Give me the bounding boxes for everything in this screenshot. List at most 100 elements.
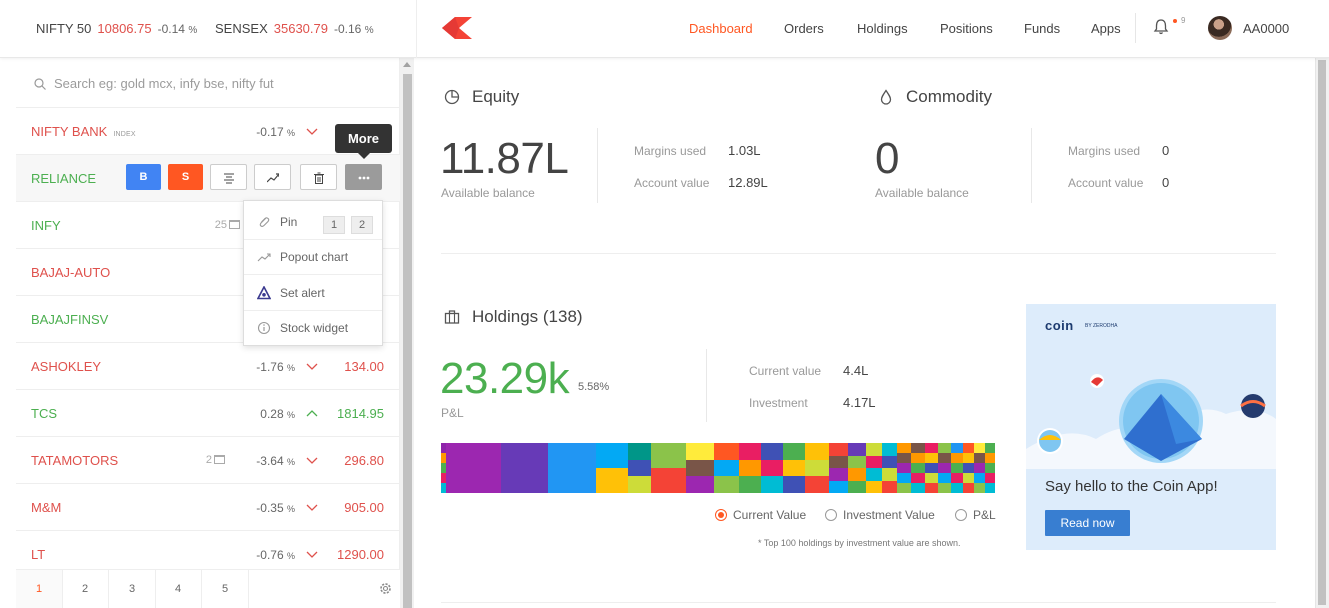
treemap-cell[interactable] xyxy=(911,473,925,483)
menu-item-set-alert[interactable]: Set alert xyxy=(244,275,382,311)
tab-watchlist-1[interactable]: 1 xyxy=(16,570,63,608)
index-sensex[interactable]: SENSEX 35630.79 -0.16 % xyxy=(215,21,374,36)
treemap-cell[interactable] xyxy=(974,453,985,463)
index-nifty[interactable]: NIFTY 50 10806.75 -0.14 % xyxy=(36,21,197,36)
watchlist-row[interactable]: INFY 25 xyxy=(16,202,400,249)
treemap-cell[interactable] xyxy=(985,483,995,493)
treemap-cell[interactable] xyxy=(866,480,882,493)
treemap-cell[interactable] xyxy=(805,443,829,460)
treemap-cell[interactable] xyxy=(938,463,951,473)
treemap-cell[interactable] xyxy=(911,463,925,473)
tab-watchlist-4[interactable]: 4 xyxy=(155,570,202,608)
legend-pnl[interactable]: P&L xyxy=(955,508,996,522)
treemap-cell[interactable] xyxy=(686,459,714,477)
watchlist-row[interactable]: TCS 0.28 % 1814.95 xyxy=(16,390,400,437)
treemap-cell[interactable] xyxy=(651,443,686,468)
treemap-cell[interactable] xyxy=(805,476,829,493)
treemap-cell[interactable] xyxy=(628,459,651,477)
treemap-cell[interactable] xyxy=(951,483,963,493)
treemap-cell[interactable] xyxy=(866,468,882,481)
avatar[interactable] xyxy=(1208,16,1232,40)
treemap-cell[interactable] xyxy=(963,443,974,453)
treemap-cell[interactable] xyxy=(761,459,783,477)
treemap-cell[interactable] xyxy=(441,473,446,483)
treemap-cell[interactable] xyxy=(974,473,985,483)
treemap-cell[interactable] xyxy=(596,443,628,468)
treemap-cell[interactable] xyxy=(985,463,995,473)
holdings-treemap[interactable] xyxy=(441,443,995,493)
treemap-cell[interactable] xyxy=(951,473,963,483)
tab-watchlist-3[interactable]: 3 xyxy=(109,570,156,608)
tab-watchlist-2[interactable]: 2 xyxy=(62,570,109,608)
menu-item-popout-chart[interactable]: Popout chart xyxy=(244,239,382,275)
treemap-cell[interactable] xyxy=(911,443,925,453)
treemap-cell[interactable] xyxy=(866,455,882,468)
treemap-cell[interactable] xyxy=(963,483,974,493)
treemap-cell[interactable] xyxy=(829,455,848,468)
treemap-cell[interactable] xyxy=(963,463,974,473)
watchlist-row[interactable]: M&M -0.35 % 905.00 xyxy=(16,484,400,531)
nav-funds[interactable]: Funds xyxy=(1024,21,1061,36)
treemap-cell[interactable] xyxy=(829,443,848,456)
treemap-cell[interactable] xyxy=(866,443,882,456)
treemap-cell[interactable] xyxy=(985,443,995,453)
treemap-cell[interactable] xyxy=(882,443,897,456)
treemap-cell[interactable] xyxy=(783,443,805,460)
nav-apps[interactable]: Apps xyxy=(1091,21,1121,36)
treemap-cell[interactable] xyxy=(739,443,761,460)
watchlist-row[interactable]: RELIANCE 0 10 xyxy=(16,155,400,202)
user-id[interactable]: AA0000 xyxy=(1243,21,1290,36)
treemap-cell[interactable] xyxy=(882,468,897,481)
treemap-cell[interactable] xyxy=(925,473,938,483)
treemap-cell[interactable] xyxy=(951,443,963,453)
legend-investment-value[interactable]: Investment Value xyxy=(825,508,935,522)
treemap-cell[interactable] xyxy=(761,443,783,460)
market-depth-button[interactable] xyxy=(210,164,247,190)
treemap-cell[interactable] xyxy=(446,443,501,493)
treemap-cell[interactable] xyxy=(739,459,761,477)
nav-dashboard[interactable]: Dashboard xyxy=(689,21,753,36)
treemap-cell[interactable] xyxy=(897,453,911,463)
treemap-cell[interactable] xyxy=(848,480,866,493)
treemap-cell[interactable] xyxy=(925,443,938,453)
treemap-cell[interactable] xyxy=(951,453,963,463)
treemap-cell[interactable] xyxy=(985,453,995,463)
treemap-cell[interactable] xyxy=(897,463,911,473)
nav-orders[interactable]: Orders xyxy=(784,21,824,36)
more-button[interactable] xyxy=(345,164,382,190)
pin-slot-2[interactable]: 2 xyxy=(351,216,373,234)
treemap-cell[interactable] xyxy=(938,483,951,493)
treemap-cell[interactable] xyxy=(925,463,938,473)
treemap-cell[interactable] xyxy=(441,483,446,493)
treemap-cell[interactable] xyxy=(651,468,686,493)
page-scrollbar-thumb[interactable] xyxy=(1318,60,1326,605)
treemap-cell[interactable] xyxy=(829,468,848,481)
treemap-cell[interactable] xyxy=(761,476,783,493)
treemap-cell[interactable] xyxy=(686,476,714,493)
treemap-cell[interactable] xyxy=(628,476,651,493)
scroll-up-icon[interactable] xyxy=(403,62,411,67)
chart-button[interactable] xyxy=(254,164,291,190)
treemap-cell[interactable] xyxy=(441,453,446,463)
treemap-cell[interactable] xyxy=(848,468,866,481)
treemap-cell[interactable] xyxy=(974,463,985,473)
treemap-cell[interactable] xyxy=(714,443,739,460)
coin-promo-card[interactable]: coin BY ZERODHA Say hello to the Coin Ap… xyxy=(1026,304,1276,550)
nav-holdings[interactable]: Holdings xyxy=(857,21,908,36)
treemap-cell[interactable] xyxy=(805,459,829,477)
treemap-cell[interactable] xyxy=(596,468,628,493)
watchlist-row[interactable]: BAJAJFINSV xyxy=(16,296,400,343)
treemap-cell[interactable] xyxy=(501,443,548,493)
treemap-cell[interactable] xyxy=(882,455,897,468)
treemap-cell[interactable] xyxy=(897,473,911,483)
holdings-title[interactable]: Holdings (138) xyxy=(472,307,583,326)
treemap-cell[interactable] xyxy=(714,459,739,477)
treemap-cell[interactable] xyxy=(974,483,985,493)
nav-positions[interactable]: Positions xyxy=(940,21,993,36)
treemap-cell[interactable] xyxy=(911,483,925,493)
treemap-cell[interactable] xyxy=(848,443,866,456)
tab-watchlist-5[interactable]: 5 xyxy=(202,570,249,608)
treemap-cell[interactable] xyxy=(739,476,761,493)
buy-button[interactable]: B xyxy=(126,164,161,190)
treemap-cell[interactable] xyxy=(925,483,938,493)
